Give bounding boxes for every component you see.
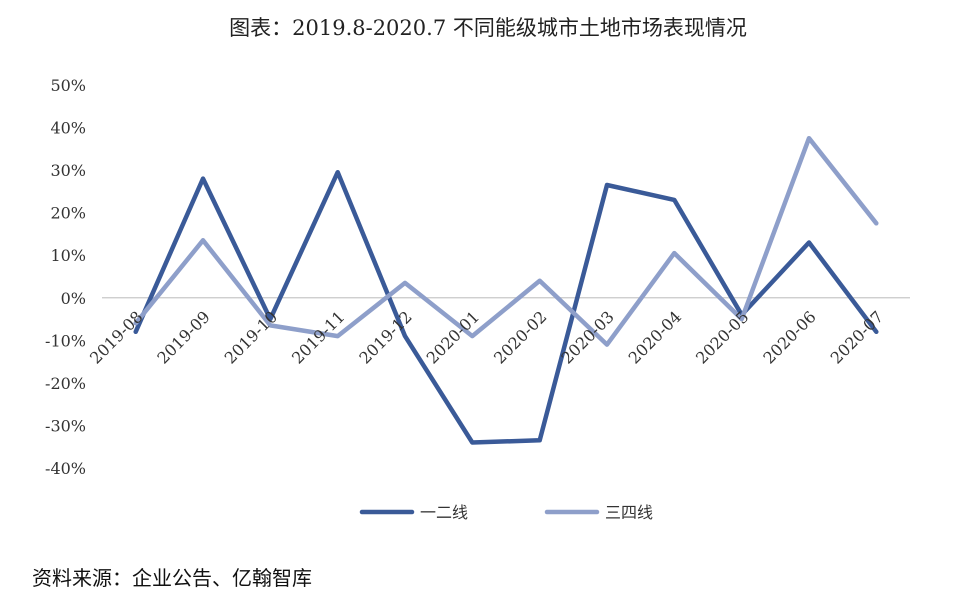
y-tick-label: 20% (50, 204, 86, 223)
x-tick-label: 2020-04 (625, 307, 685, 367)
x-tick-label: 2019-09 (153, 307, 213, 367)
y-tick-label: 10% (50, 246, 86, 265)
x-axis: 2019-08 2019-09 2019-10 2019-11 2019-12 2020-… (86, 307, 887, 367)
source-note: 资料来源：企业公告、亿翰智库 (32, 566, 312, 590)
y-tick-label: -40% (45, 459, 86, 478)
x-tick-label: 2020-06 (759, 307, 819, 367)
series-line-2 (133, 135, 879, 347)
y-tick-label: -20% (45, 374, 86, 393)
chart-title: 图表：2019.8-2020.7 不同能级城市土地市场表现情况 (229, 16, 747, 40)
y-tick-label: 40% (50, 119, 86, 138)
legend-label: 三四线 (605, 503, 653, 522)
series-line-1 (133, 169, 879, 445)
x-tick-label: 2019-08 (86, 307, 146, 367)
y-tick-label: 0% (61, 289, 86, 308)
y-axis: 50% 40% 30% 20% 10% 0% -10% -20% -30% -40% (45, 76, 86, 478)
x-tick-label: 2019-10 (221, 307, 281, 367)
y-tick-label: 30% (50, 161, 86, 180)
y-tick-label: 50% (50, 76, 86, 95)
x-tick-label: 2020-07 (827, 307, 887, 367)
series-lines (133, 135, 879, 445)
legend: 一二线 三四线 (359, 503, 653, 522)
legend-label: 一二线 (420, 503, 468, 522)
x-tick-label: 2020-05 (692, 307, 752, 367)
y-tick-label: -10% (45, 331, 86, 350)
y-tick-label: -30% (45, 416, 86, 435)
